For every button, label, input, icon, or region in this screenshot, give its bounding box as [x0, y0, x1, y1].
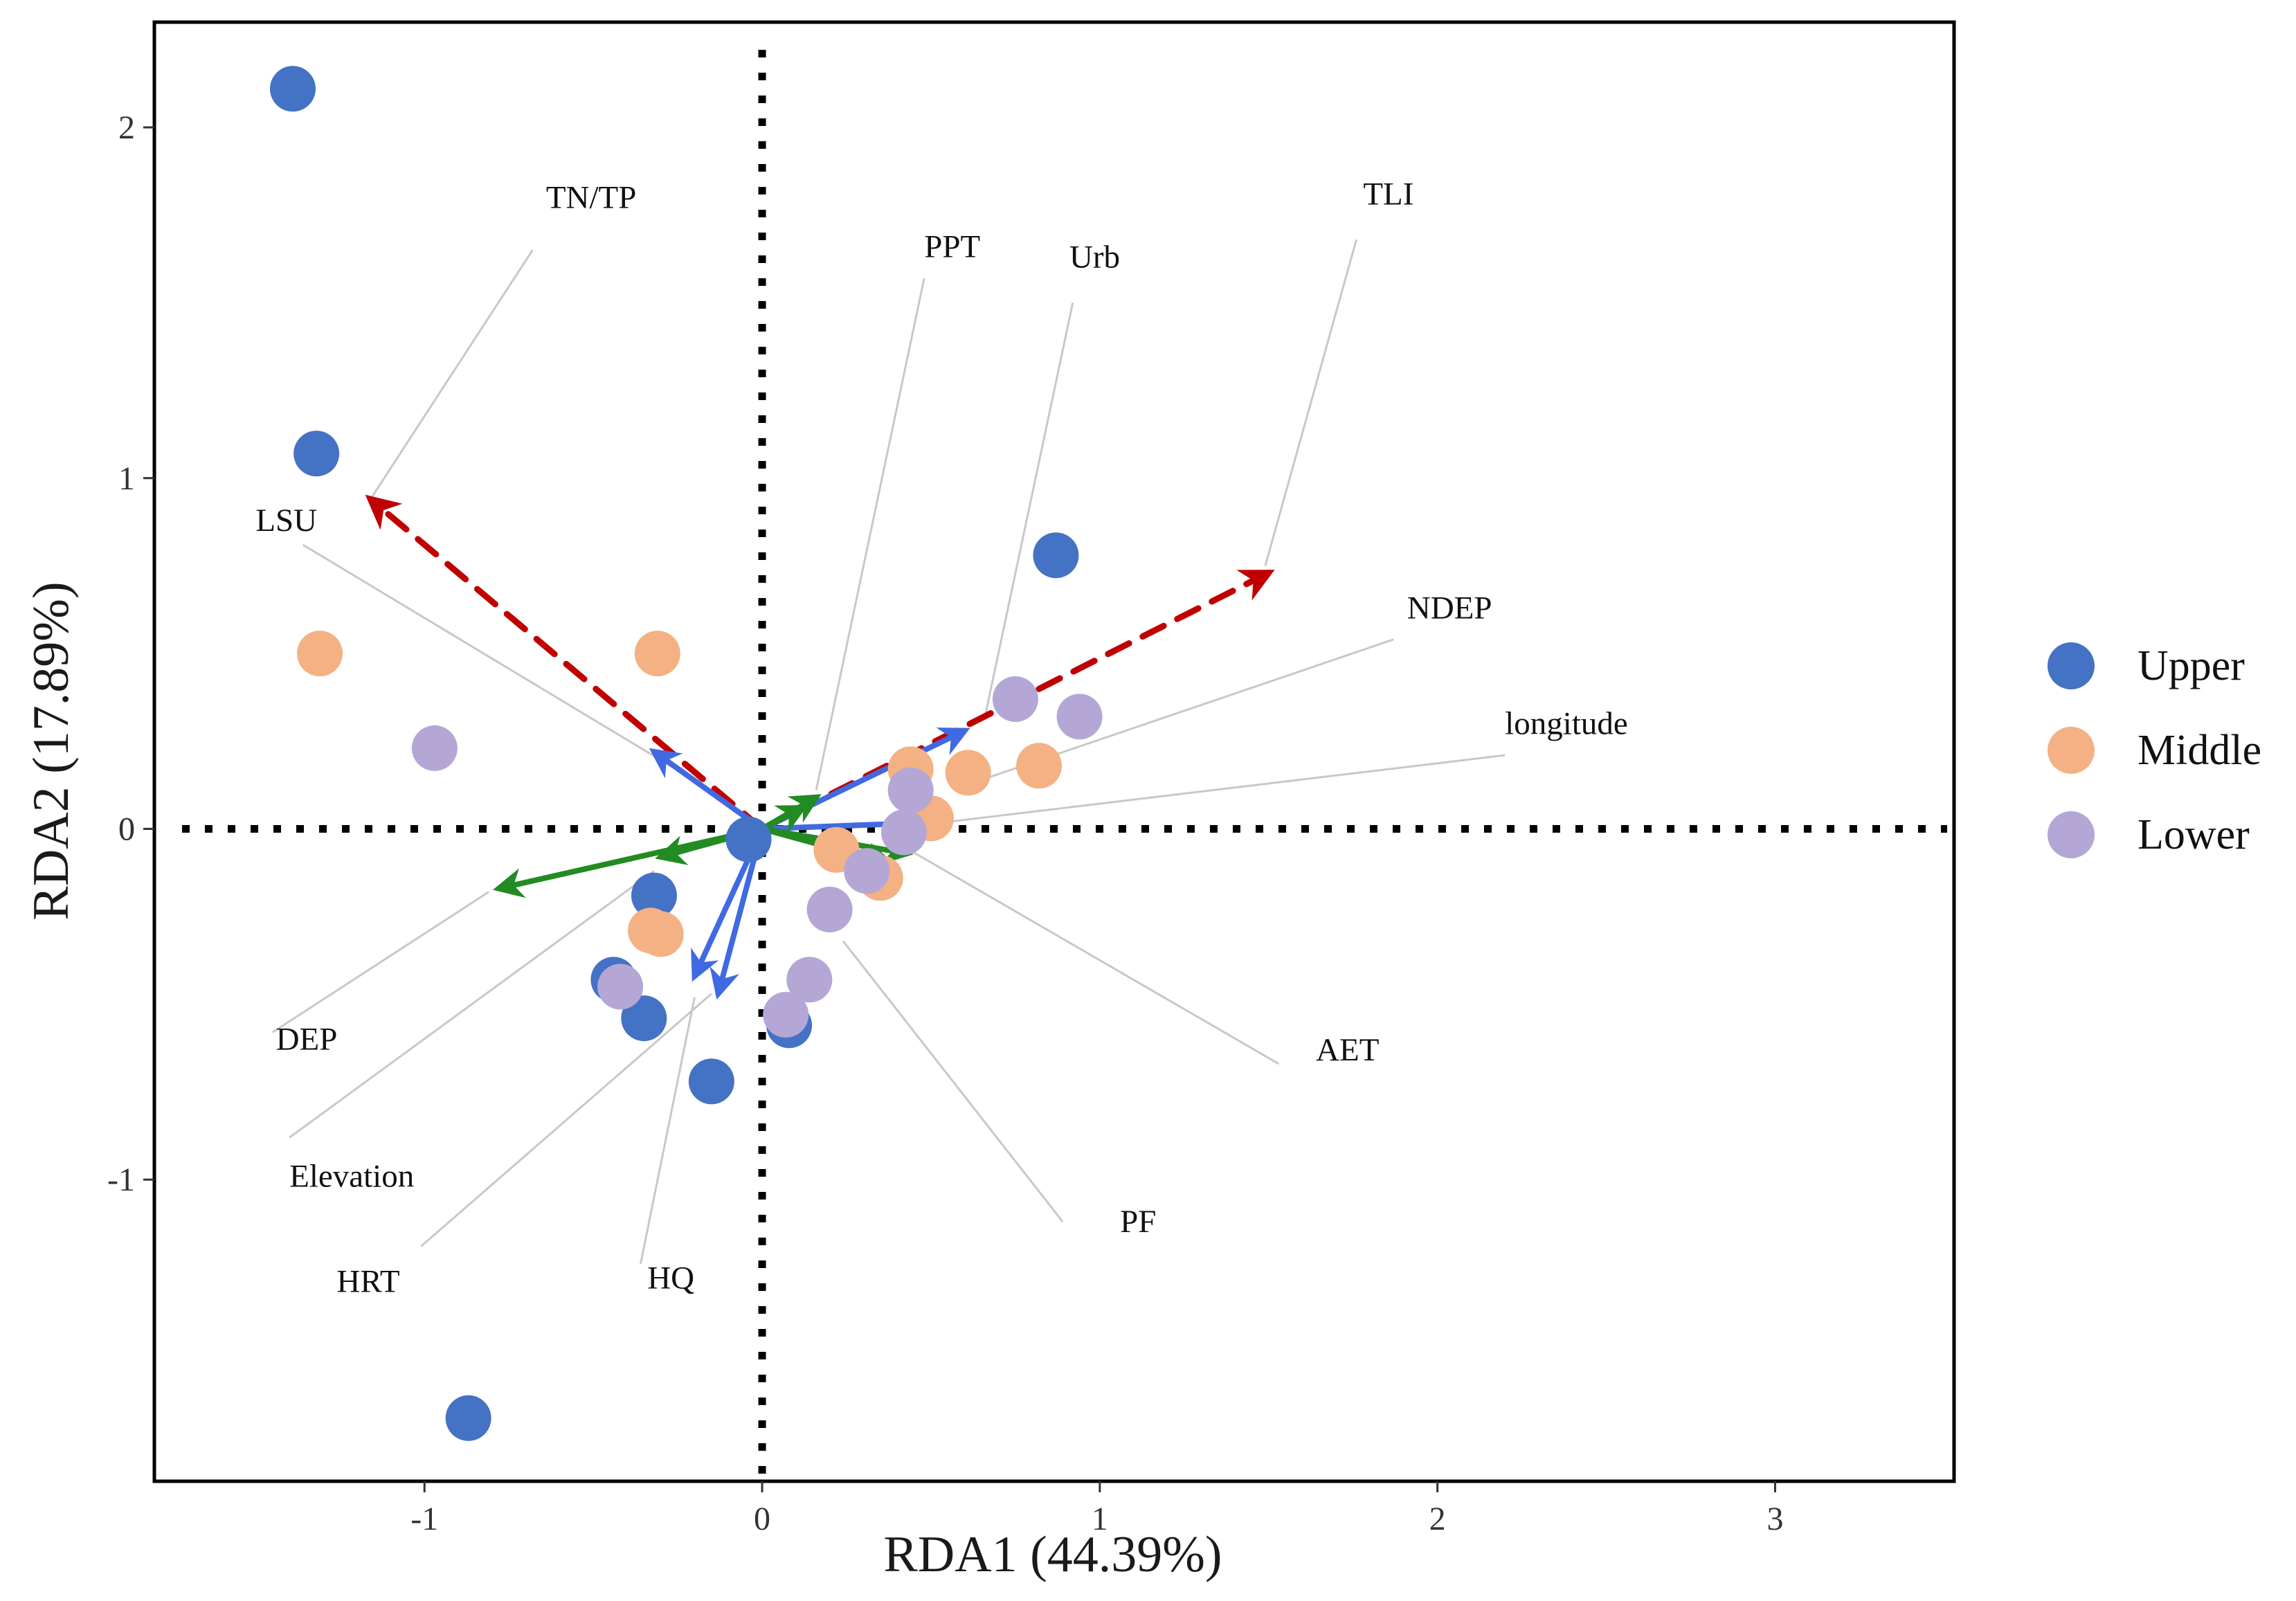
vector-label-tn-tp: TN/TP — [546, 180, 637, 216]
x-tick-label: 0 — [754, 1501, 770, 1537]
vector-label-elevation: Elevation — [289, 1158, 414, 1194]
vector-label-aet: AET — [1316, 1032, 1379, 1068]
vector-label-tli: TLI — [1363, 177, 1413, 212]
y-tick-label: 2 — [118, 109, 135, 146]
vector-label-urb: Urb — [1069, 239, 1120, 275]
vector-label-ppt: PPT — [924, 229, 980, 265]
point-lower — [1056, 694, 1103, 740]
vector-label-pf: PF — [1120, 1204, 1156, 1240]
point-lower — [880, 809, 927, 856]
leader-line-dep — [271, 891, 489, 1033]
point-upper — [725, 816, 772, 862]
x-tick-label: -1 — [410, 1501, 438, 1537]
legend-label-middle: Middle — [2137, 727, 2261, 774]
y-tick-label: -1 — [107, 1161, 135, 1198]
vector-arrow-tn-tp — [365, 494, 766, 832]
vector-label-hq: HQ — [647, 1260, 694, 1296]
vector-label-lsu: LSU — [255, 503, 317, 539]
y-tick-label: 0 — [118, 811, 135, 847]
legend-label-lower: Lower — [2137, 811, 2250, 858]
leader-line-ppt — [815, 278, 925, 791]
point-upper — [445, 1395, 491, 1441]
x-tick-label: 1 — [1092, 1501, 1108, 1537]
plot-frame — [152, 20, 1956, 1483]
point-middle — [634, 631, 680, 677]
y-tick-label: 1 — [118, 460, 135, 497]
vector-arrow-ndep — [759, 805, 808, 833]
point-upper — [631, 872, 677, 919]
leader-line-tli — [1264, 239, 1358, 566]
point-upper — [688, 1058, 734, 1105]
point-upper — [293, 431, 340, 477]
leader-line-hq — [639, 997, 696, 1265]
y-axis-title: RDA2 (17.89%) — [23, 581, 80, 920]
point-lower — [597, 964, 644, 1010]
vector-label-ndep: NDEP — [1407, 590, 1492, 626]
legend-marker-middle — [2048, 727, 2095, 774]
x-tick-label: 3 — [1766, 1501, 1783, 1537]
point-lower — [887, 767, 934, 813]
vector-label-longitude: longitude — [1505, 706, 1628, 742]
point-lower — [992, 676, 1038, 722]
vector-label-hrt: HRT — [336, 1263, 399, 1299]
leader-line-aet — [896, 842, 1280, 1065]
point-middle — [945, 750, 991, 796]
point-upper — [621, 995, 667, 1042]
point-lower — [411, 725, 458, 771]
vector-label-dep: DEP — [276, 1022, 338, 1058]
point-upper — [1033, 532, 1079, 579]
vector-arrow-lsu — [649, 748, 766, 832]
y-tick-label: 0 — [118, 811, 135, 847]
x-tick-label: 2 — [1429, 1501, 1446, 1537]
point-lower — [763, 992, 809, 1038]
legend: Upper Middle Lower — [2048, 642, 2261, 858]
leader-line-pf — [842, 940, 1064, 1222]
leader-line-longitude — [948, 754, 1506, 823]
point-lower — [806, 887, 853, 933]
leader-line-elevation — [289, 870, 655, 1139]
point-lower — [786, 957, 833, 1003]
point-middle — [1016, 743, 1063, 789]
legend-label-upper: Upper — [2137, 642, 2245, 689]
point-upper — [270, 66, 316, 112]
leader-line-urb — [984, 302, 1074, 717]
leader-line-hrt — [420, 993, 712, 1247]
leader-line-tn-tp — [369, 249, 534, 500]
point-middle — [638, 911, 684, 957]
legend-marker-lower — [2048, 811, 2095, 858]
point-lower — [844, 848, 890, 894]
x-axis-title: RDA1 (44.39%) — [883, 1526, 1222, 1583]
point-middle — [297, 631, 343, 677]
legend-marker-upper — [2048, 642, 2095, 689]
